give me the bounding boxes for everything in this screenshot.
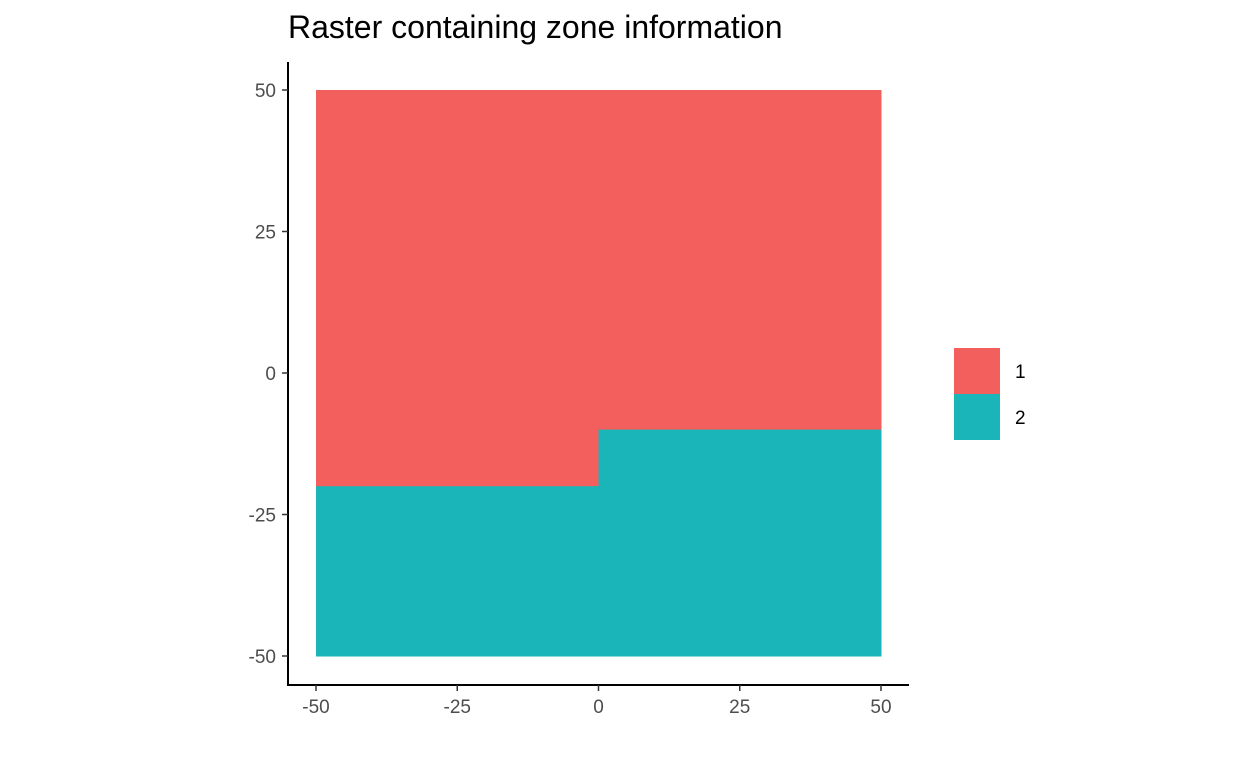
legend-label-1: 1 <box>1015 362 1026 383</box>
y-tick-label: 0 <box>265 364 276 385</box>
y-tick-label: 25 <box>255 223 276 244</box>
x-tick-label: -25 <box>444 697 471 718</box>
zone-2-cell-1 <box>316 486 599 657</box>
y-tick-label: -50 <box>249 647 276 668</box>
legend-key-1 <box>954 348 1000 394</box>
zone-1-cell-1 <box>316 90 882 487</box>
x-tick-label: -50 <box>302 697 329 718</box>
y-tick-label: -25 <box>249 506 276 527</box>
axes: -50 -25 0 25 50 -50 -25 0 25 50 <box>249 62 909 718</box>
legend: 12 <box>954 348 1026 440</box>
y-tick-label: 50 <box>255 81 276 102</box>
plot-area <box>316 90 882 657</box>
x-tick-label: 50 <box>870 697 891 718</box>
x-tick-label: 0 <box>593 697 604 718</box>
legend-key-2 <box>954 394 1000 440</box>
zone-2-cell-2 <box>598 429 882 657</box>
legend-label-2: 2 <box>1015 408 1026 429</box>
chart-title: Raster containing zone information <box>288 9 783 45</box>
x-tick-label: 25 <box>729 697 750 718</box>
